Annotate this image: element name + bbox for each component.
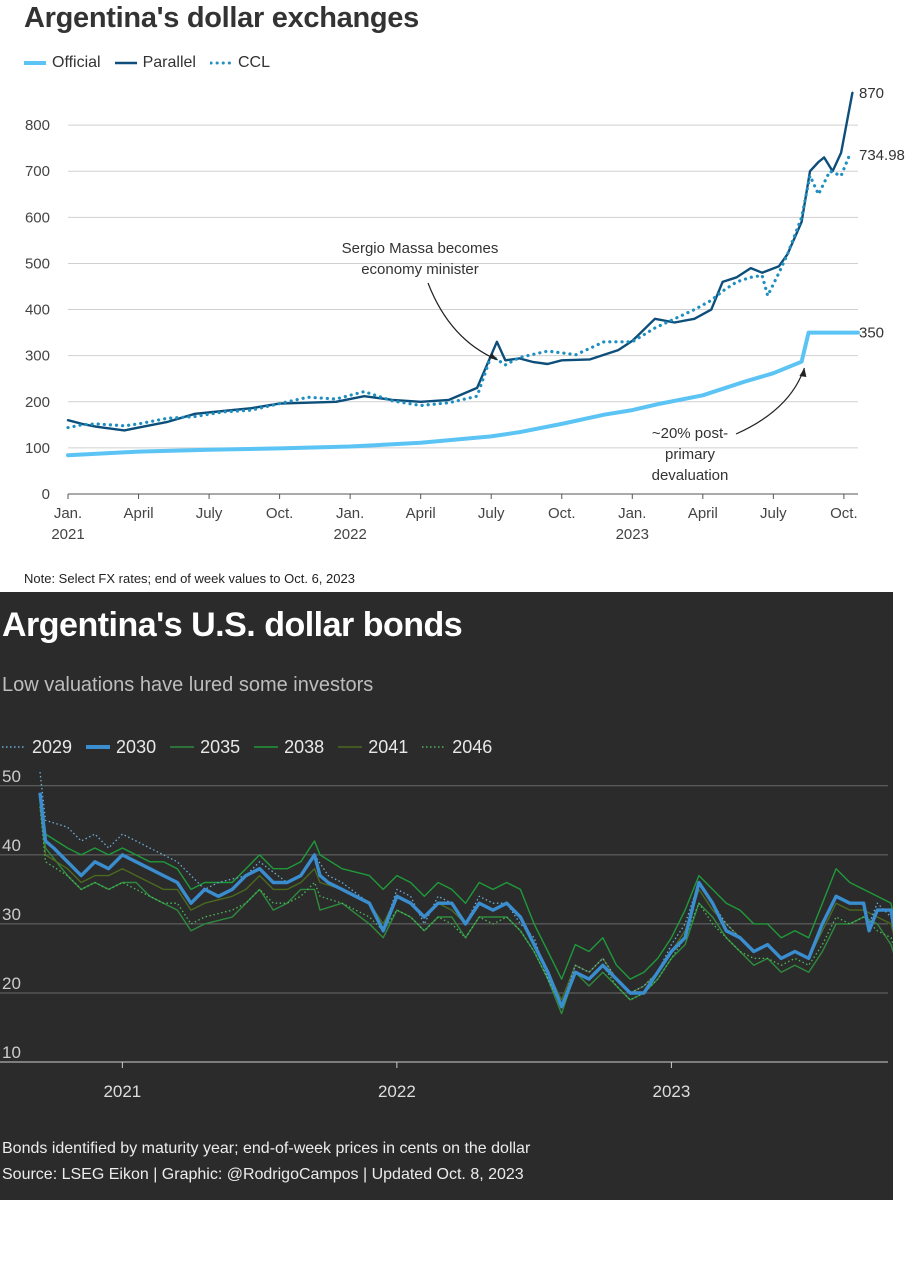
legend-swatch-2041 xyxy=(338,746,363,748)
x-tick-label-5: April xyxy=(406,505,436,522)
legend-swatch-ccl xyxy=(209,61,232,65)
bonds-chart-svg: 10 20 30 40 50 2021 2022 2023 xyxy=(0,767,893,1101)
annotation-massa-arrowhead xyxy=(488,352,498,360)
exchange-chart-title: Argentina's dollar exchanges xyxy=(24,2,419,34)
legend-item-parallel: Parallel xyxy=(114,54,196,72)
bonds-legend: 2029 2030 2035 2038 2041 2046 xyxy=(2,735,506,759)
x-tick-label-2: July xyxy=(196,505,223,522)
bond-series-line-2035 xyxy=(39,799,893,1015)
legend-label-2035: 2035 xyxy=(200,736,241,757)
bond-y-tick-label-20: 20 xyxy=(2,974,21,993)
bonds-chart-title: Argentina's U.S. dollar bonds xyxy=(2,606,463,644)
bond-y-tick-label-30: 30 xyxy=(2,905,21,924)
legend-item-2029: 2029 xyxy=(2,737,72,758)
legend-item-official: Official xyxy=(24,54,101,72)
y-tick-label-300: 300 xyxy=(25,348,50,365)
bond-y-tick-label-10: 10 xyxy=(2,1043,21,1062)
bonds-source: Source: LSEG Eikon | Graphic: @RodrigoCa… xyxy=(2,1166,524,1183)
bond-series-line-2046 xyxy=(39,806,893,1008)
y-tick-label-800: 800 xyxy=(25,117,50,134)
y-tick-label-700: 700 xyxy=(25,163,50,180)
legend-swatch-2035 xyxy=(170,746,195,748)
x-tick-label-10: July xyxy=(760,505,787,522)
legend-item-2035: 2035 xyxy=(170,737,240,758)
series-line-official xyxy=(66,330,860,458)
annotation-devaluation-arrow xyxy=(735,367,805,435)
bonds-chart-panel: Argentina's U.S. dollar bonds Low valuat… xyxy=(0,592,893,1200)
bond-x-tick-label-1: 2022 xyxy=(378,1082,416,1101)
end-label-ccl: 734.98 xyxy=(859,147,905,164)
legend-swatch-2029 xyxy=(2,746,26,748)
bond-x-tick-label-2: 2023 xyxy=(652,1082,690,1101)
annotation-massa-line-0: Sergio Massa becomes xyxy=(342,240,499,257)
end-label-parallel: 870 xyxy=(859,85,884,102)
x-tick-label-4: Jan. xyxy=(336,505,364,522)
bonds-chart-subtitle: Low valuations have lured some investors xyxy=(2,674,374,696)
bond-x-tick-label-0: 2021 xyxy=(103,1082,141,1101)
annotation-massa-arrow xyxy=(427,282,498,361)
exchange-chart-note: Note: Select FX rates; end of week value… xyxy=(24,571,355,586)
x-tick-label-0: Jan. xyxy=(54,505,82,522)
end-label-official: 350 xyxy=(859,325,884,342)
annotation-devaluation-line-1: primary xyxy=(665,446,716,463)
legend-item-2030: 2030 xyxy=(86,737,156,758)
legend-item-2046: 2046 xyxy=(422,737,492,758)
legend-label-2029: 2029 xyxy=(32,736,73,757)
y-tick-label-200: 200 xyxy=(25,394,50,411)
y-tick-label-600: 600 xyxy=(25,209,50,226)
x-tick-label-1: April xyxy=(124,505,154,522)
legend-label-parallel: Parallel xyxy=(142,54,196,71)
legend-label-2041: 2041 xyxy=(368,736,409,757)
y-tick-label-100: 100 xyxy=(25,440,50,457)
legend-label-2030: 2030 xyxy=(116,736,157,757)
x-tick-label-11: Oct. xyxy=(830,505,858,522)
bonds-footnote: Bonds identified by maturity year; end-o… xyxy=(2,1140,531,1157)
annotation-devaluation-line-0: ~20% post- xyxy=(652,425,728,442)
legend-swatch-2030 xyxy=(86,745,111,749)
legend-label-2038: 2038 xyxy=(284,736,325,757)
legend-swatch-official xyxy=(24,61,46,65)
legend-label-ccl: CCL xyxy=(237,54,270,71)
legend-swatch-parallel xyxy=(114,61,137,65)
x-tick-label-7: Oct. xyxy=(548,505,576,522)
legend-item-2038: 2038 xyxy=(254,737,324,758)
legend-item-ccl: CCL xyxy=(209,54,270,72)
x-tick-label-6: July xyxy=(478,505,505,522)
x-tick-year-8: 2023 xyxy=(616,526,649,543)
y-tick-label-400: 400 xyxy=(25,302,50,319)
bond-y-tick-label-40: 40 xyxy=(2,836,21,855)
x-tick-label-8: Jan. xyxy=(618,505,646,522)
exchange-chart-panel: Argentina's dollar exchanges Official Pa… xyxy=(0,0,907,592)
legend-swatch-2038 xyxy=(254,746,279,748)
bond-series-line-2041 xyxy=(39,806,893,1001)
legend-label-official: Official xyxy=(52,54,101,71)
exchange-chart-svg: 0 100 200 300 400 500 600 700 800 Jan. 2021 April Ju… xyxy=(25,85,905,543)
x-tick-label-9: April xyxy=(688,505,718,522)
y-tick-label-500: 500 xyxy=(25,255,50,272)
x-tick-year-4: 2022 xyxy=(333,526,366,543)
legend-item-2041: 2041 xyxy=(338,737,408,758)
x-tick-label-3: Oct. xyxy=(266,505,294,522)
legend-swatch-2046 xyxy=(422,746,447,748)
series-line-ccl xyxy=(66,153,852,430)
exchange-legend: Official Parallel CCL xyxy=(24,52,284,74)
y-tick-label-0: 0 xyxy=(42,486,50,503)
annotation-devaluation-arrowhead xyxy=(799,367,807,377)
annotation-massa-line-1: economy minister xyxy=(361,261,479,278)
x-tick-year-0: 2021 xyxy=(51,526,84,543)
legend-label-2046: 2046 xyxy=(452,736,493,757)
bond-y-tick-label-50: 50 xyxy=(2,767,21,786)
bond-series-line-2038 xyxy=(39,799,893,980)
annotation-devaluation-line-2: devaluation xyxy=(652,467,729,484)
bond-series-line-2030 xyxy=(38,792,893,1009)
